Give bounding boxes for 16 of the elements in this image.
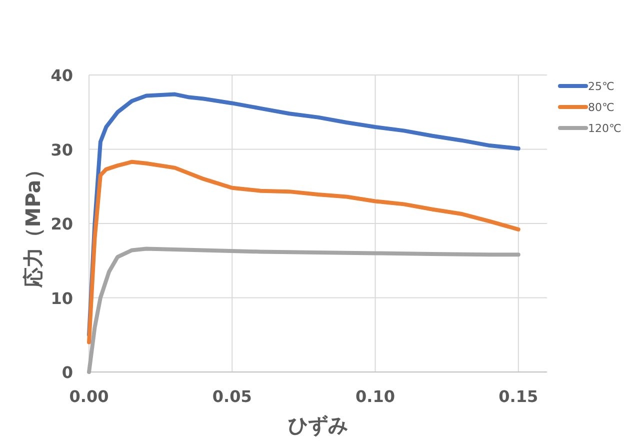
- legend-label: 25℃: [588, 80, 614, 93]
- y-tick-label: 30: [50, 140, 73, 160]
- legend-label: 80℃: [588, 101, 614, 114]
- x-tick-label: 0.05: [212, 387, 252, 406]
- y-axis-title: 応力（MPa）: [21, 160, 45, 288]
- y-tick-label: 0: [62, 363, 73, 382]
- legend-label: 120℃: [588, 122, 622, 135]
- line-series: [87, 160, 520, 344]
- x-tick-label: 0.10: [356, 387, 395, 406]
- y-tick-label: 10: [50, 288, 73, 308]
- y-tick-label: 40: [50, 66, 73, 85]
- x-axis-title: ひずみ: [288, 413, 348, 437]
- x-tick-label: 0.00: [69, 387, 109, 406]
- x-tick-label: 0.15: [498, 387, 538, 406]
- line-series: [87, 246, 520, 374]
- y-tick-label: 20: [50, 214, 73, 234]
